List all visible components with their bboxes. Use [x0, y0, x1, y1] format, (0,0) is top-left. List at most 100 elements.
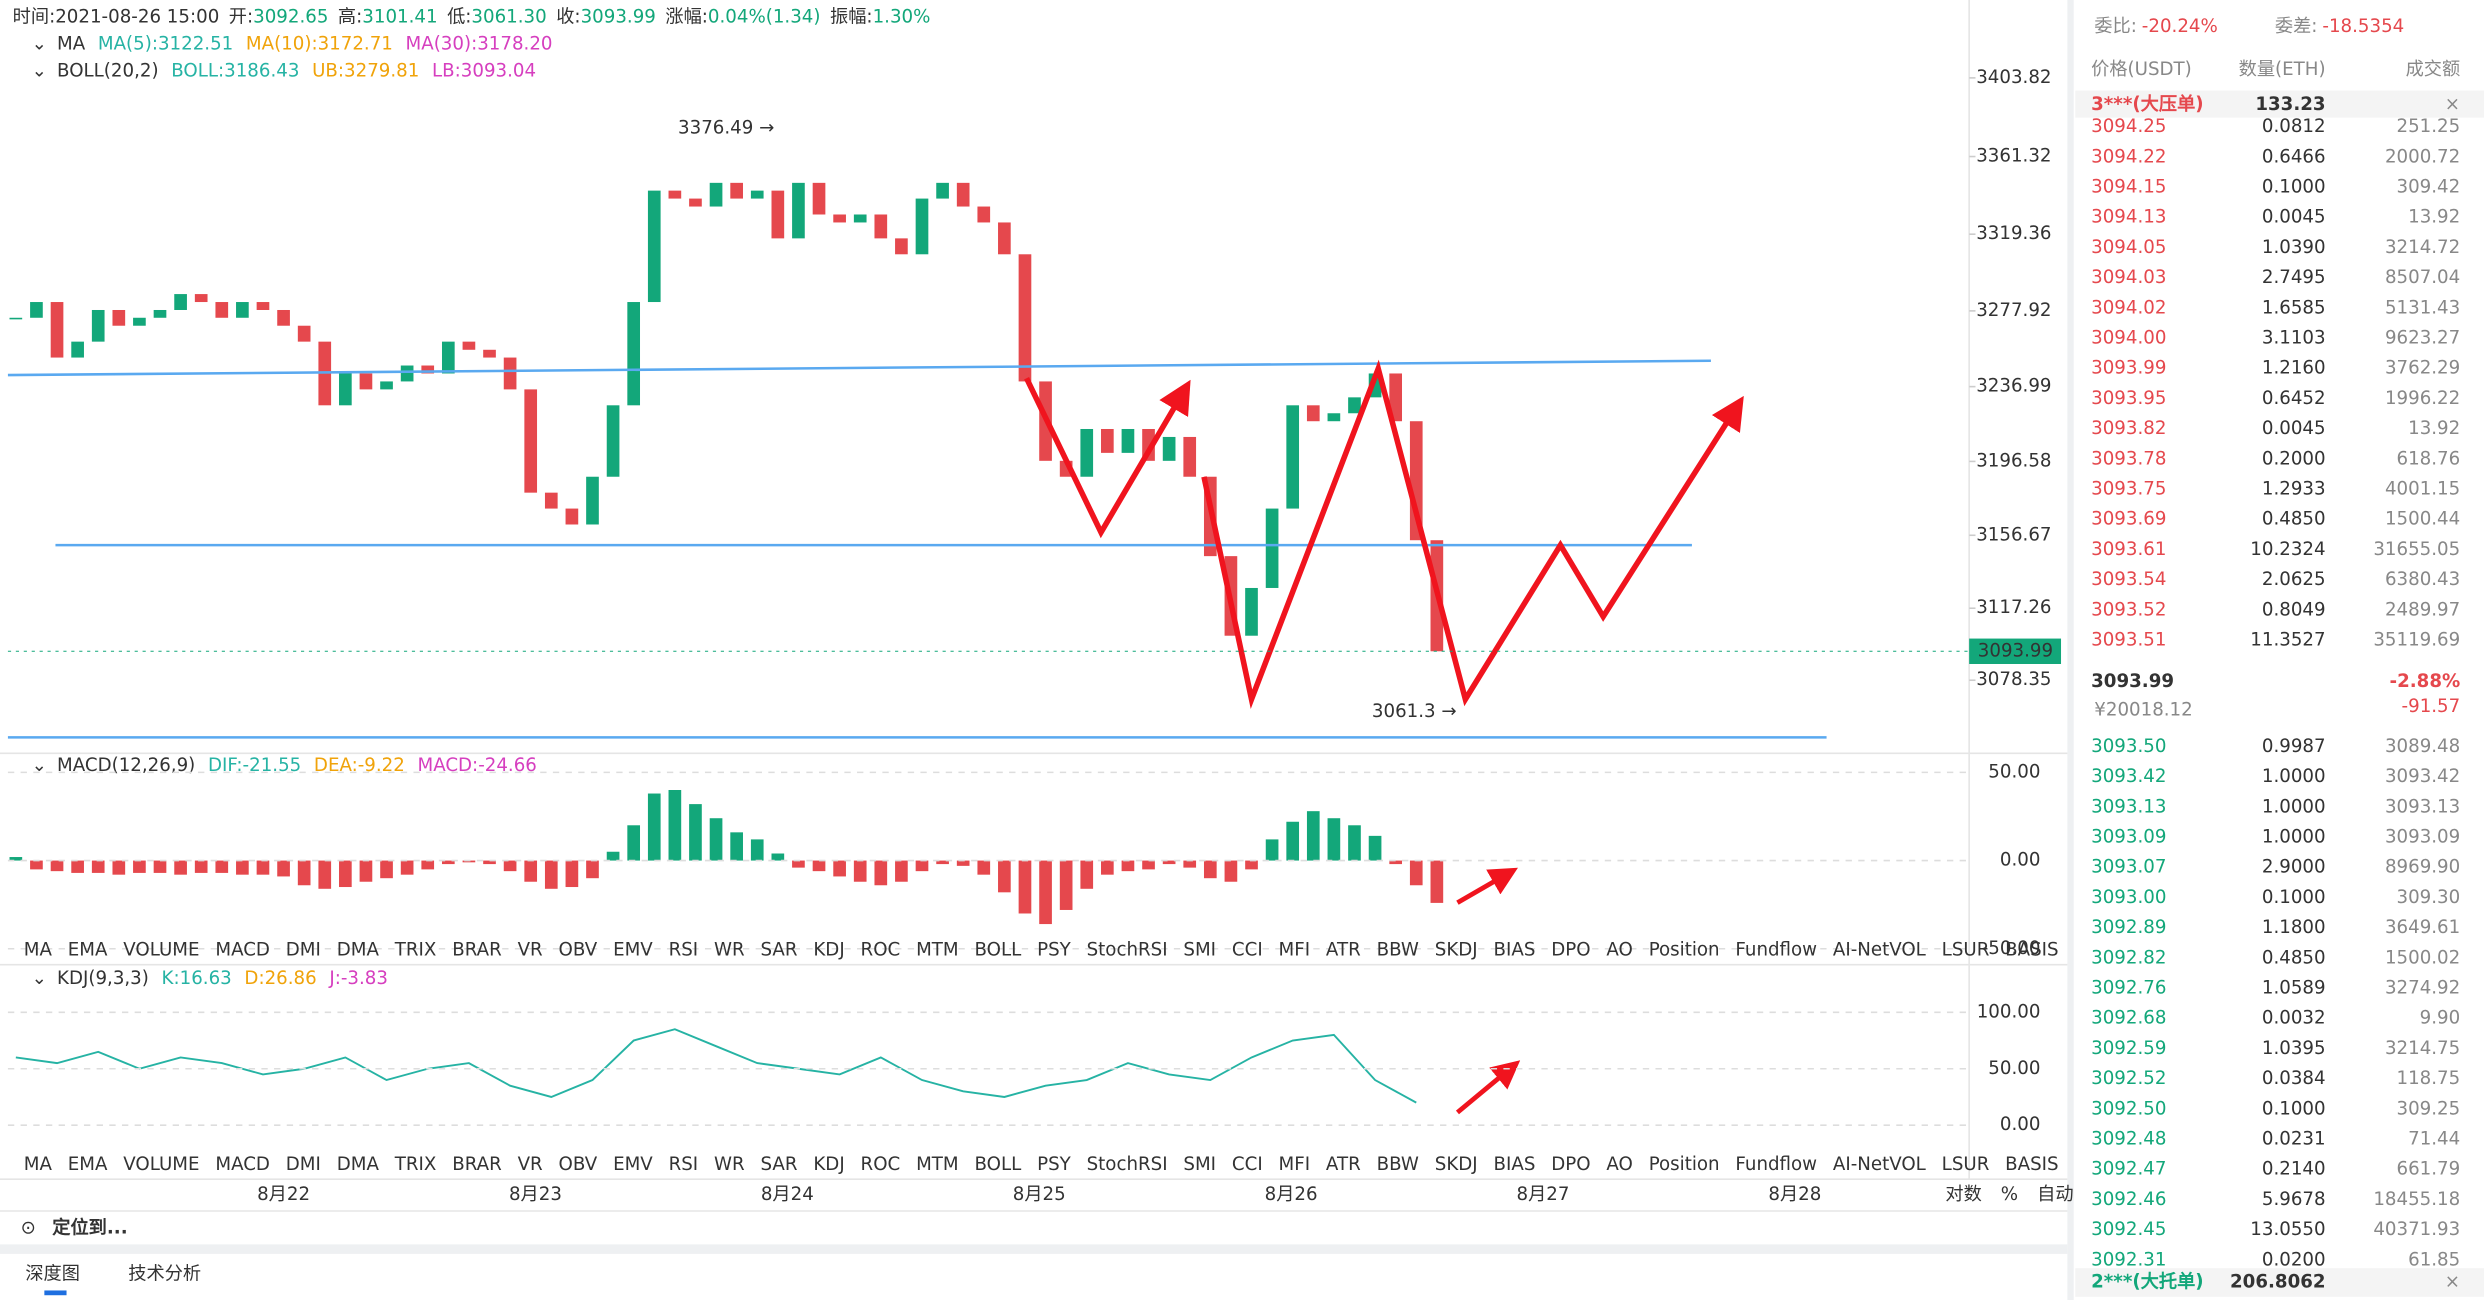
indicator-tab[interactable]: PSY	[1037, 939, 1072, 960]
book-price[interactable]: 3094.22	[2091, 146, 2166, 167]
book-price[interactable]: 3094.05	[2091, 237, 2166, 258]
indicator-tab[interactable]: TRIX	[394, 939, 437, 960]
book-price[interactable]: 3093.61	[2091, 539, 2166, 560]
book-price[interactable]: 3093.00	[2091, 887, 2166, 908]
indicator-tab[interactable]: CCI	[1232, 939, 1263, 960]
indicator-tab[interactable]: BIAS	[1494, 1154, 1536, 1175]
book-price[interactable]: 3092.68	[2091, 1008, 2166, 1029]
book-price[interactable]: 3092.50	[2091, 1098, 2166, 1119]
indicator-tab[interactable]: KDJ	[813, 1154, 844, 1175]
indicator-tab[interactable]: SMI	[1183, 939, 1216, 960]
indicator-tab[interactable]: AO	[1606, 939, 1632, 960]
book-price[interactable]: 3092.46	[2091, 1189, 2166, 1210]
indicator-tab[interactable]: BBW	[1377, 939, 1419, 960]
axis-option[interactable]: 对数	[1945, 1184, 1981, 1205]
book-price[interactable]: 3094.15	[2091, 177, 2166, 198]
book-price[interactable]: 3092.47	[2091, 1159, 2166, 1180]
indicator-tab[interactable]: DPO	[1551, 939, 1590, 960]
book-price[interactable]: 3093.09	[2091, 827, 2166, 848]
book-price[interactable]: 3093.78	[2091, 448, 2166, 469]
indicator-tab[interactable]: KDJ	[813, 939, 844, 960]
indicator-tab[interactable]: MACD	[215, 1154, 270, 1175]
indicator-tab[interactable]: MTM	[916, 1154, 959, 1175]
axis-option[interactable]: 自动	[2037, 1184, 2073, 1205]
book-price[interactable]: 3094.03	[2091, 267, 2166, 288]
indicator-tab[interactable]: SAR	[761, 1154, 798, 1175]
book-price[interactable]: 3093.07	[2091, 857, 2166, 878]
indicator-tab[interactable]: SKDJ	[1435, 939, 1478, 960]
book-price[interactable]: 3092.59	[2091, 1038, 2166, 1059]
indicator-tab[interactable]: ROC	[861, 1154, 901, 1175]
indicator-tab[interactable]: StochRSI	[1087, 1154, 1168, 1175]
bottom-tab[interactable]: 深度图	[25, 1264, 80, 1285]
indicator-tab[interactable]: MA	[24, 1154, 53, 1175]
book-price[interactable]: 3092.31	[2091, 1249, 2166, 1270]
book-price[interactable]: 3093.42	[2091, 766, 2166, 787]
indicator-tab[interactable]: LSUR	[1942, 939, 1990, 960]
indicator-tab[interactable]: PSY	[1037, 1154, 1072, 1175]
bottom-tab[interactable]: 技术分析	[128, 1264, 201, 1285]
indicator-tab[interactable]: BOLL	[974, 1154, 1022, 1175]
book-price[interactable]: 3093.54	[2091, 569, 2166, 590]
book-price[interactable]: 3094.25	[2091, 116, 2166, 137]
indicator-tab[interactable]: Position	[1649, 939, 1720, 960]
indicator-tab[interactable]: SKDJ	[1435, 1154, 1478, 1175]
indicator-tab[interactable]: BASIS	[2005, 1154, 2058, 1175]
book-price[interactable]: 3094.13	[2091, 207, 2166, 228]
book-price[interactable]: 3094.02	[2091, 297, 2166, 318]
indicator-tab[interactable]: OBV	[559, 939, 598, 960]
indicator-tab[interactable]: DPO	[1551, 1154, 1590, 1175]
indicator-tab[interactable]: AI-NetVOL	[1833, 939, 1927, 960]
locate-button[interactable]: 定位到...	[52, 1216, 127, 1238]
book-price[interactable]: 3092.48	[2091, 1128, 2166, 1149]
indicator-tab[interactable]: BIAS	[1494, 939, 1536, 960]
indicator-tab[interactable]: Position	[1649, 1154, 1720, 1175]
book-price[interactable]: 3092.52	[2091, 1068, 2166, 1089]
indicator-tab[interactable]: CCI	[1232, 1154, 1263, 1175]
indicator-tab[interactable]: RSI	[669, 939, 699, 960]
indicator-tab[interactable]: BRAR	[452, 939, 502, 960]
indicator-tab[interactable]: EMA	[68, 939, 108, 960]
indicator-tab[interactable]: LSUR	[1942, 1154, 1990, 1175]
indicator-tab[interactable]: ATR	[1326, 939, 1361, 960]
indicator-tab[interactable]: StochRSI	[1087, 939, 1168, 960]
indicator-tab[interactable]: EMA	[68, 1154, 108, 1175]
indicator-tab[interactable]: VOLUME	[123, 939, 199, 960]
axis-option[interactable]: %	[2001, 1184, 2018, 1205]
book-price[interactable]: 3093.52	[2091, 599, 2166, 620]
book-price[interactable]: 3093.69	[2091, 509, 2166, 530]
indicator-tab[interactable]: Fundflow	[1735, 939, 1817, 960]
indicator-tab[interactable]: BBW	[1377, 1154, 1419, 1175]
book-price[interactable]: 3093.82	[2091, 418, 2166, 439]
indicator-tab[interactable]: DMA	[337, 1154, 380, 1175]
book-price[interactable]: 3092.82	[2091, 947, 2166, 968]
indicator-tab[interactable]: VR	[518, 939, 543, 960]
indicator-tab[interactable]: TRIX	[394, 1154, 437, 1175]
indicator-tab[interactable]: BRAR	[452, 1154, 502, 1175]
indicator-tab[interactable]: RSI	[669, 1154, 699, 1175]
indicator-tab[interactable]: AI-NetVOL	[1833, 1154, 1927, 1175]
indicator-tab[interactable]: WR	[714, 939, 745, 960]
indicator-tab[interactable]: Fundflow	[1735, 1154, 1817, 1175]
indicator-tab[interactable]: SMI	[1183, 1154, 1216, 1175]
indicator-tab[interactable]: WR	[714, 1154, 745, 1175]
indicator-tab[interactable]: EMV	[613, 939, 653, 960]
book-price[interactable]: 3094.00	[2091, 327, 2166, 348]
indicator-tab[interactable]: ROC	[861, 939, 901, 960]
indicator-tab[interactable]: SAR	[761, 939, 798, 960]
indicator-tab[interactable]: MTM	[916, 939, 959, 960]
indicator-tab[interactable]: VR	[518, 1154, 543, 1175]
indicator-tab[interactable]: DMI	[286, 939, 321, 960]
indicator-tab[interactable]: AO	[1606, 1154, 1632, 1175]
indicator-tab[interactable]: MFI	[1279, 939, 1311, 960]
book-price[interactable]: 3092.45	[2091, 1219, 2166, 1240]
indicator-tab[interactable]: BASIS	[2005, 939, 2058, 960]
book-price[interactable]: 3092.89	[2091, 917, 2166, 938]
indicator-tab[interactable]: BOLL	[974, 939, 1022, 960]
indicator-tab[interactable]: VOLUME	[123, 1154, 199, 1175]
indicator-tab[interactable]: MFI	[1279, 1154, 1311, 1175]
indicator-tab[interactable]: ATR	[1326, 1154, 1361, 1175]
book-price[interactable]: 3092.76	[2091, 977, 2166, 998]
indicator-tab[interactable]: OBV	[559, 1154, 598, 1175]
indicator-tab[interactable]: DMA	[337, 939, 380, 960]
